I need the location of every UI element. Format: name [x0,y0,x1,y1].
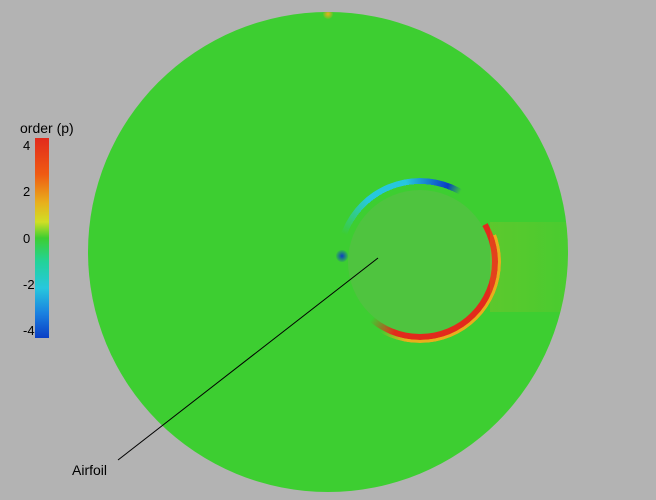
callout-line-seg [118,258,378,460]
callout-label: Airfoil [72,462,107,478]
callout-line [0,0,656,500]
